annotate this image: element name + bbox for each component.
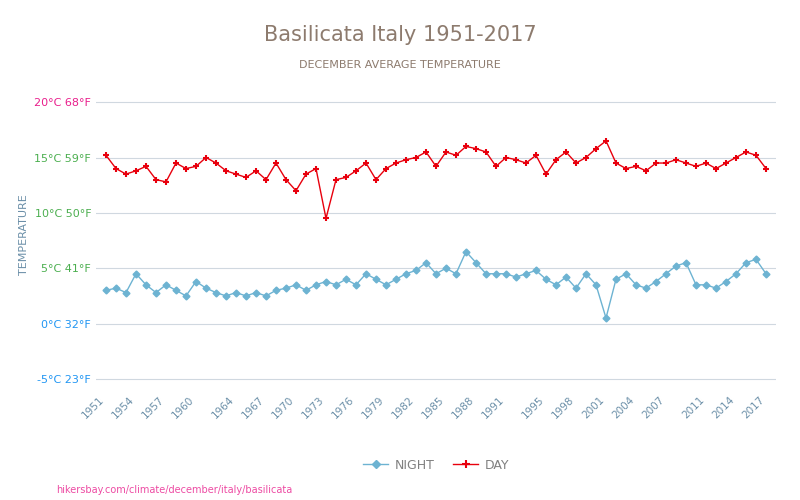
NIGHT <box>151 290 161 296</box>
DAY <box>101 152 110 158</box>
Y-axis label: TEMPERATURE: TEMPERATURE <box>18 194 29 276</box>
DAY <box>322 216 331 222</box>
DAY <box>762 166 771 172</box>
NIGHT <box>181 293 191 299</box>
Line: DAY: DAY <box>102 138 770 222</box>
DAY <box>602 138 611 144</box>
NIGHT <box>621 271 630 277</box>
Legend: NIGHT, DAY: NIGHT, DAY <box>358 454 514 477</box>
NIGHT <box>371 276 381 282</box>
Text: hikersbay.com/climate/december/italy/basilicata: hikersbay.com/climate/december/italy/bas… <box>56 485 292 495</box>
Text: DECEMBER AVERAGE TEMPERATURE: DECEMBER AVERAGE TEMPERATURE <box>299 60 501 70</box>
NIGHT <box>602 315 611 321</box>
Line: NIGHT: NIGHT <box>103 249 769 320</box>
DAY <box>411 154 421 160</box>
NIGHT <box>762 271 771 277</box>
DAY <box>381 166 390 172</box>
DAY <box>621 166 630 172</box>
NIGHT <box>722 278 731 284</box>
DAY <box>181 166 191 172</box>
Text: Basilicata Italy 1951-2017: Basilicata Italy 1951-2017 <box>264 25 536 45</box>
NIGHT <box>101 288 110 294</box>
NIGHT <box>402 271 411 277</box>
DAY <box>722 160 731 166</box>
DAY <box>151 176 161 182</box>
NIGHT <box>461 248 470 254</box>
